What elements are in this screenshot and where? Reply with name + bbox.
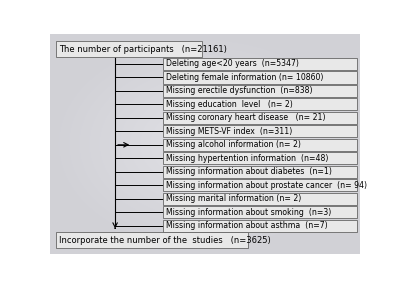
FancyBboxPatch shape <box>163 179 357 191</box>
Text: Missing erectile dysfunction  (n=838): Missing erectile dysfunction (n=838) <box>166 86 313 95</box>
FancyBboxPatch shape <box>163 219 357 232</box>
FancyBboxPatch shape <box>163 71 357 84</box>
FancyBboxPatch shape <box>163 85 357 97</box>
FancyBboxPatch shape <box>163 58 357 70</box>
FancyBboxPatch shape <box>163 139 357 151</box>
FancyBboxPatch shape <box>163 193 357 205</box>
Text: Missing information about prostate cancer  (n= 94): Missing information about prostate cance… <box>166 181 367 190</box>
FancyBboxPatch shape <box>163 125 357 137</box>
FancyBboxPatch shape <box>163 206 357 218</box>
Text: Missing coronary heart disease   (n= 21): Missing coronary heart disease (n= 21) <box>166 113 326 122</box>
FancyBboxPatch shape <box>163 152 357 164</box>
Text: Incorporate the number of the  studies   (n=3625): Incorporate the number of the studies (n… <box>59 236 271 245</box>
Text: Missing METS-VF index  (n=311): Missing METS-VF index (n=311) <box>166 127 292 136</box>
FancyBboxPatch shape <box>56 232 248 248</box>
Text: Missing information about smoking  (n=3): Missing information about smoking (n=3) <box>166 208 332 217</box>
Text: Missing hypertention information  (n=48): Missing hypertention information (n=48) <box>166 154 329 163</box>
Text: Missing marital information (n= 2): Missing marital information (n= 2) <box>166 194 302 203</box>
FancyBboxPatch shape <box>163 98 357 111</box>
Text: The number of participants   (n=21161): The number of participants (n=21161) <box>59 45 227 54</box>
Text: Missing information about asthma  (n=7): Missing information about asthma (n=7) <box>166 221 328 230</box>
Text: Deleting female information (n= 10860): Deleting female information (n= 10860) <box>166 73 324 82</box>
Text: Missing alcohol information (n= 2): Missing alcohol information (n= 2) <box>166 140 301 149</box>
Text: Deleting age<20 years  (n=5347): Deleting age<20 years (n=5347) <box>166 60 299 68</box>
Text: Missing information about diabetes  (n=1): Missing information about diabetes (n=1) <box>166 167 332 176</box>
FancyBboxPatch shape <box>56 41 202 57</box>
Text: Missing education  level   (n= 2): Missing education level (n= 2) <box>166 100 293 109</box>
FancyBboxPatch shape <box>163 166 357 178</box>
FancyBboxPatch shape <box>163 112 357 124</box>
